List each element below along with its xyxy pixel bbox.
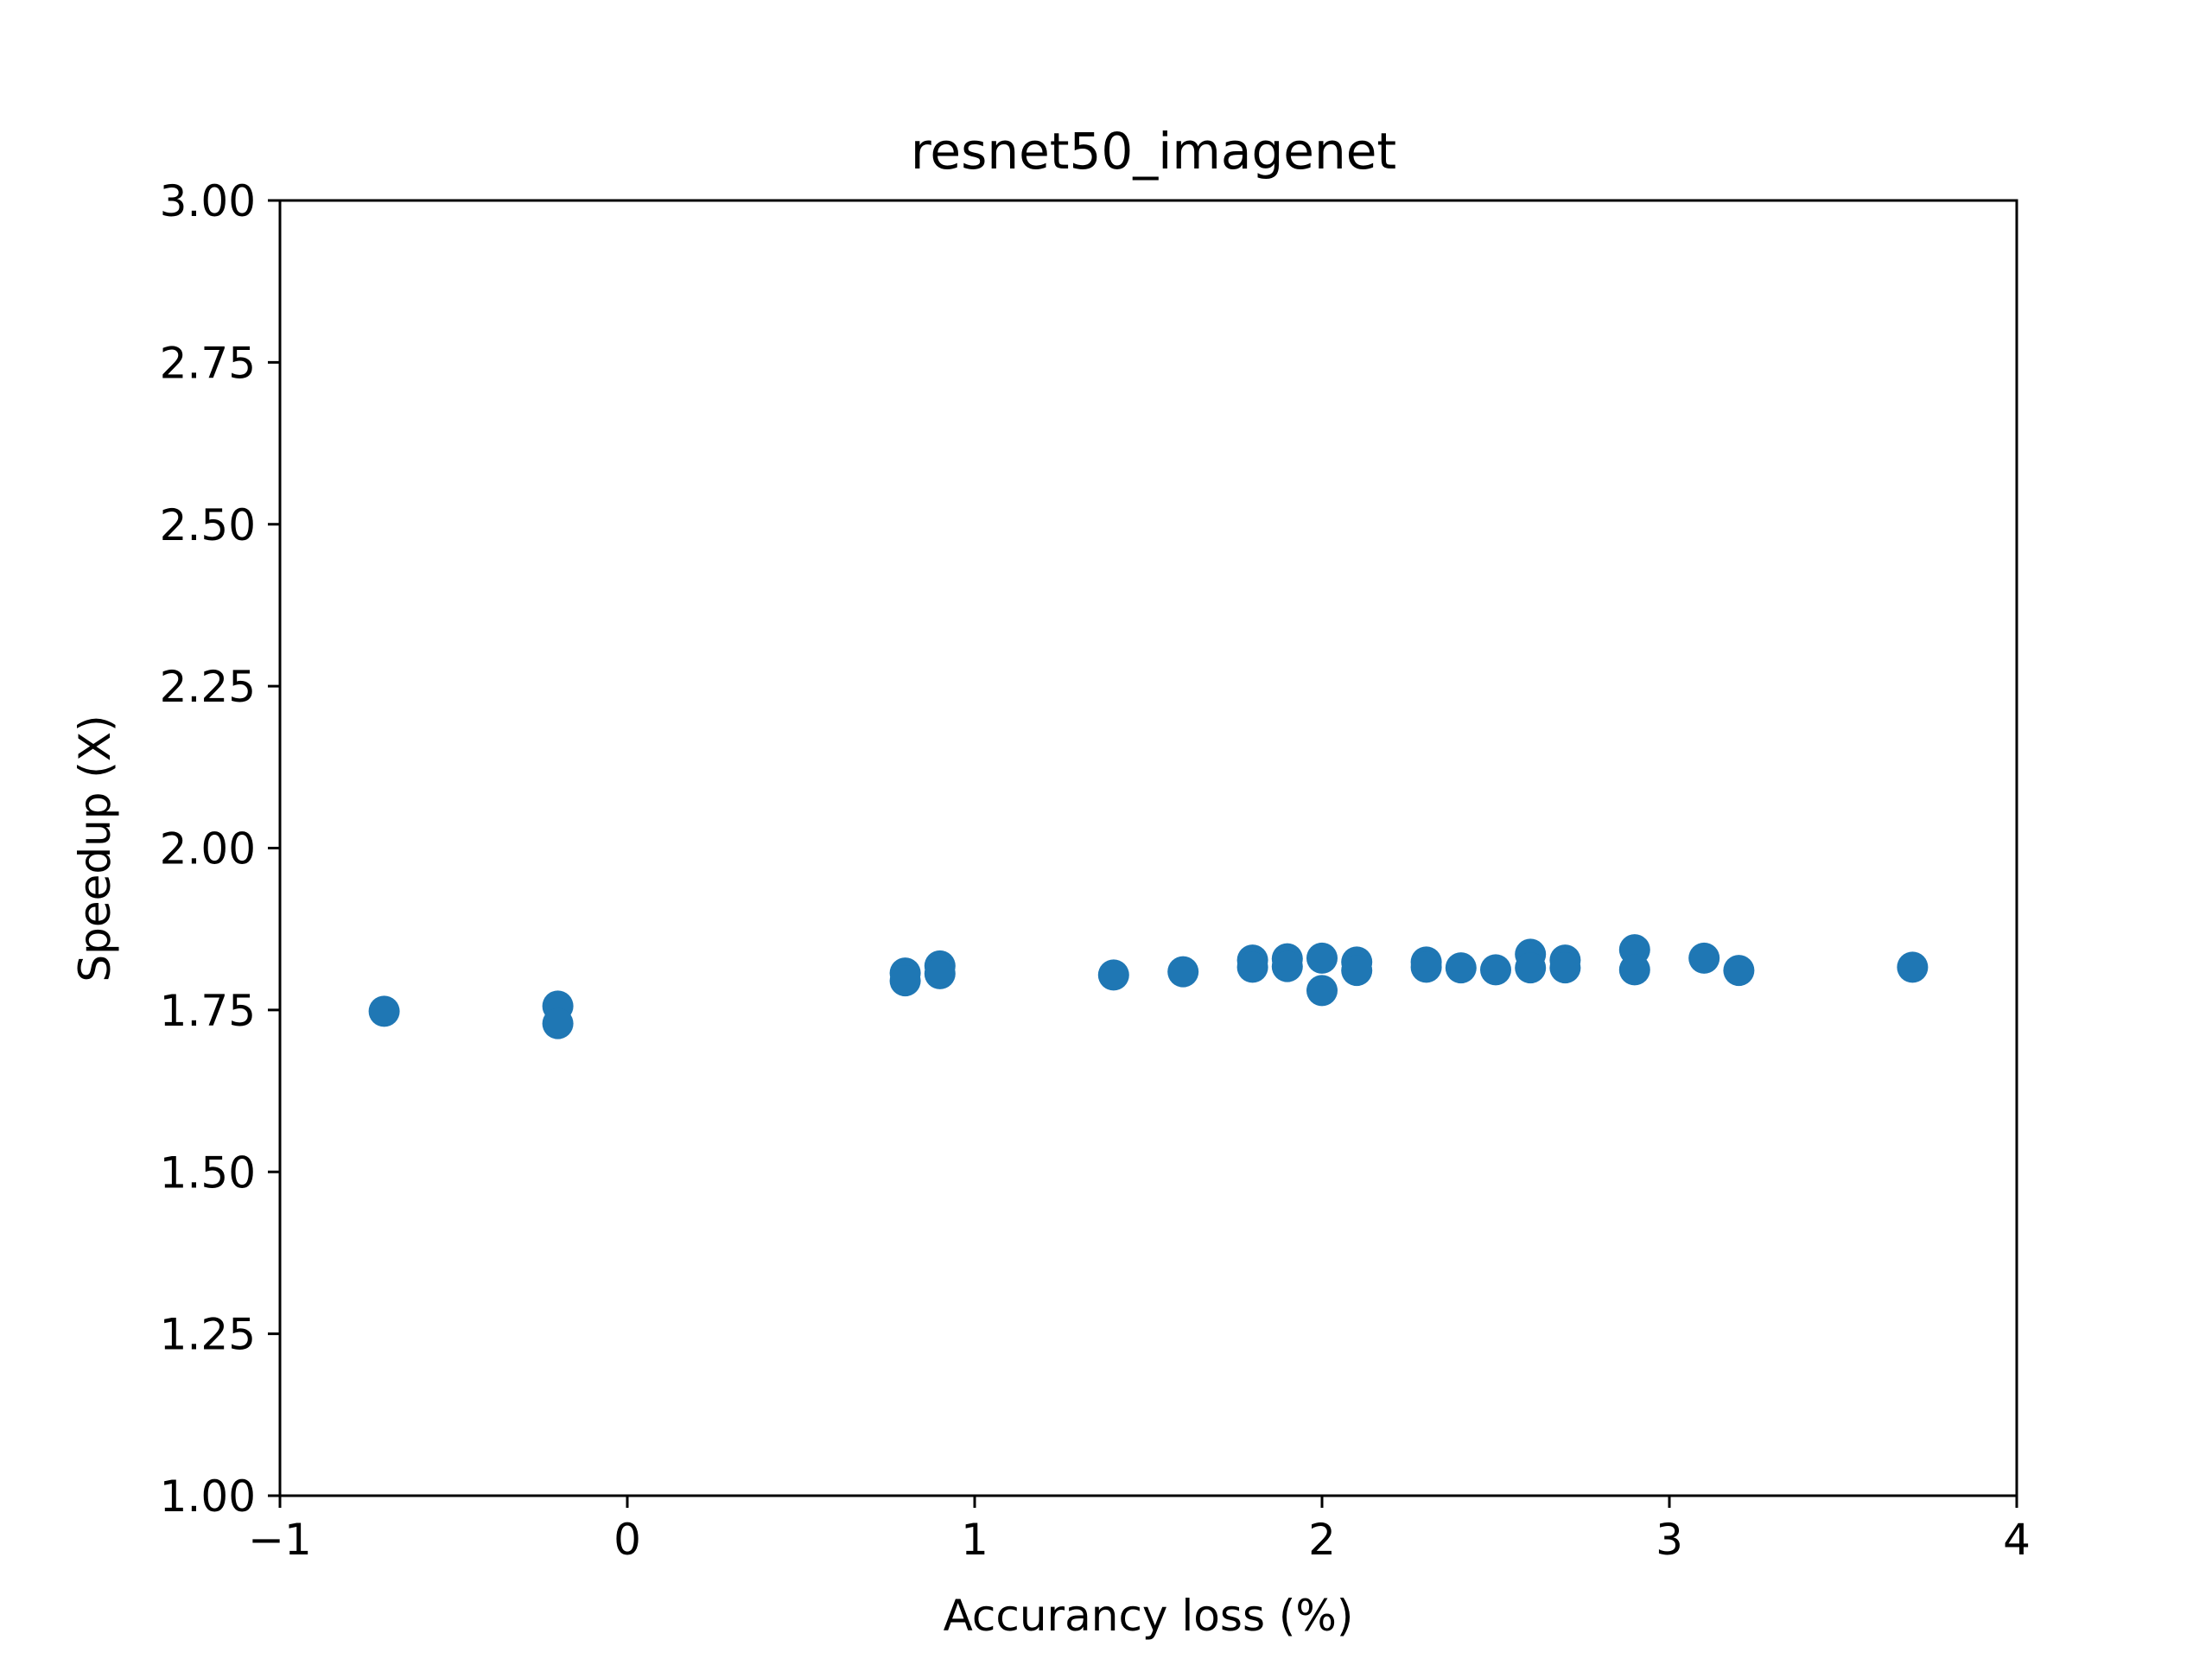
points-layer bbox=[368, 934, 1929, 1039]
y-tick-label: 1.75 bbox=[160, 986, 256, 1036]
data-point bbox=[1306, 942, 1338, 974]
data-point bbox=[1723, 955, 1755, 987]
data-point bbox=[1480, 954, 1511, 986]
data-point bbox=[1549, 952, 1581, 984]
y-tick-label: 3.00 bbox=[160, 176, 256, 226]
data-point bbox=[1515, 952, 1547, 984]
x-tick-label: 4 bbox=[2003, 1515, 2031, 1565]
x-axis-label: Accurancy loss (%) bbox=[944, 1591, 1354, 1641]
y-axis: 1.00 1.25 1.50 1.75 2.00 2.25 2.50 2.75 3.00 bbox=[160, 176, 280, 1522]
y-tick-label: 1.50 bbox=[160, 1147, 256, 1198]
data-point bbox=[1306, 975, 1338, 1007]
data-point bbox=[924, 957, 956, 989]
data-point bbox=[1097, 959, 1129, 991]
data-point bbox=[1618, 954, 1650, 986]
data-point bbox=[368, 995, 400, 1027]
y-tick-label: 2.75 bbox=[160, 338, 256, 388]
y-tick-label: 2.00 bbox=[160, 824, 256, 874]
x-tick-label: 3 bbox=[1656, 1515, 1683, 1565]
data-point bbox=[1897, 951, 1929, 983]
data-point bbox=[889, 965, 921, 997]
y-tick-label: 2.25 bbox=[160, 662, 256, 712]
data-point bbox=[1271, 950, 1303, 982]
x-axis: −1 0 1 2 3 4 bbox=[248, 1496, 2031, 1565]
data-point bbox=[1341, 955, 1373, 987]
x-tick-label: 0 bbox=[613, 1515, 641, 1565]
y-axis-label: Speedup (X) bbox=[70, 715, 120, 982]
x-tick-label: 2 bbox=[1308, 1515, 1336, 1565]
chart-title: resnet50_imagenet bbox=[911, 122, 1396, 181]
data-point bbox=[1167, 956, 1199, 988]
y-tick-label: 2.50 bbox=[160, 500, 256, 550]
x-tick-label: −1 bbox=[248, 1515, 312, 1565]
data-point bbox=[1236, 951, 1268, 983]
data-point bbox=[542, 1007, 574, 1039]
data-point bbox=[1688, 942, 1720, 974]
y-tick-label: 1.00 bbox=[160, 1471, 256, 1522]
y-tick-label: 1.25 bbox=[160, 1310, 256, 1360]
data-point bbox=[1445, 952, 1477, 984]
x-tick-label: 1 bbox=[961, 1515, 988, 1565]
data-point bbox=[1410, 951, 1442, 983]
